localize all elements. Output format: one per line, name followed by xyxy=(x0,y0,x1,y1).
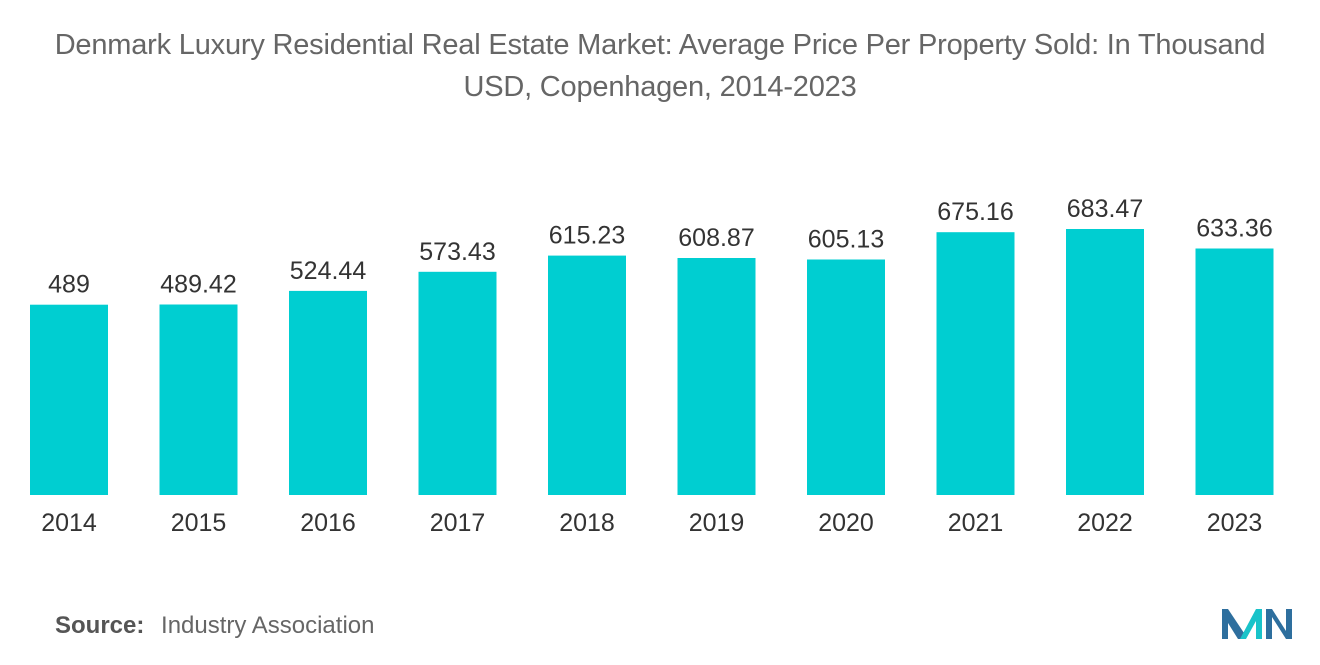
x-tick-label-2020: 2020 xyxy=(818,509,874,537)
value-label-2014: 489 xyxy=(48,271,90,299)
value-label-2020: 605.13 xyxy=(808,226,884,254)
bar-2014 xyxy=(30,304,108,495)
chart-title: Denmark Luxury Residential Real Estate M… xyxy=(54,29,1266,103)
x-axis-tick-labels: 2014 2015 2016 2017 2018 2019 2020 2021 2022 2023 xyxy=(41,509,1262,537)
value-label-2019: 608.87 xyxy=(678,224,754,252)
source-note: Source: Industry Association xyxy=(55,612,374,640)
source-prefix: Source: xyxy=(55,612,145,639)
x-tick-label-2014: 2014 xyxy=(41,509,97,537)
x-tick-label-2021: 2021 xyxy=(948,509,1004,537)
x-tick-label-2023: 2023 xyxy=(1207,509,1263,537)
value-label-2022: 683.47 xyxy=(1067,195,1143,223)
bar-2021 xyxy=(936,232,1015,495)
bars-group xyxy=(30,229,1274,495)
value-labels-group: 489 489.42 524.44 573.43 615.23 608.87 605.13 6… xyxy=(48,195,1273,299)
bar-2019 xyxy=(677,258,756,495)
bar-2022 xyxy=(1066,229,1144,495)
value-label-2015: 489.42 xyxy=(160,271,236,299)
value-label-2017: 573.43 xyxy=(419,238,495,266)
x-tick-label-2016: 2016 xyxy=(300,509,356,537)
value-label-2016: 524.44 xyxy=(290,257,367,285)
source-text: Industry Association xyxy=(161,612,375,639)
value-label-2023: 633.36 xyxy=(1196,215,1272,243)
logo-shape-mid xyxy=(1240,609,1262,639)
logo-shape-right xyxy=(1266,609,1292,639)
bar-chart: 489 489.42 524.44 573.43 615.23 608.87 605.13 6… xyxy=(30,195,1274,537)
x-tick-label-2017: 2017 xyxy=(430,509,486,537)
x-tick-label-2022: 2022 xyxy=(1077,509,1133,537)
brand-logo-icon xyxy=(1222,609,1292,639)
bar-2015 xyxy=(159,304,238,495)
bar-2020 xyxy=(807,259,885,495)
x-tick-label-2015: 2015 xyxy=(171,509,227,537)
bar-2017 xyxy=(418,271,497,495)
x-tick-label-2019: 2019 xyxy=(689,509,745,537)
bar-2016 xyxy=(289,290,367,495)
x-tick-label-2018: 2018 xyxy=(559,509,615,537)
bar-2018 xyxy=(548,255,626,495)
logo-shape-left xyxy=(1222,609,1244,639)
value-label-2018: 615.23 xyxy=(549,222,625,250)
bar-2023 xyxy=(1195,248,1274,495)
value-label-2021: 675.16 xyxy=(937,198,1013,226)
